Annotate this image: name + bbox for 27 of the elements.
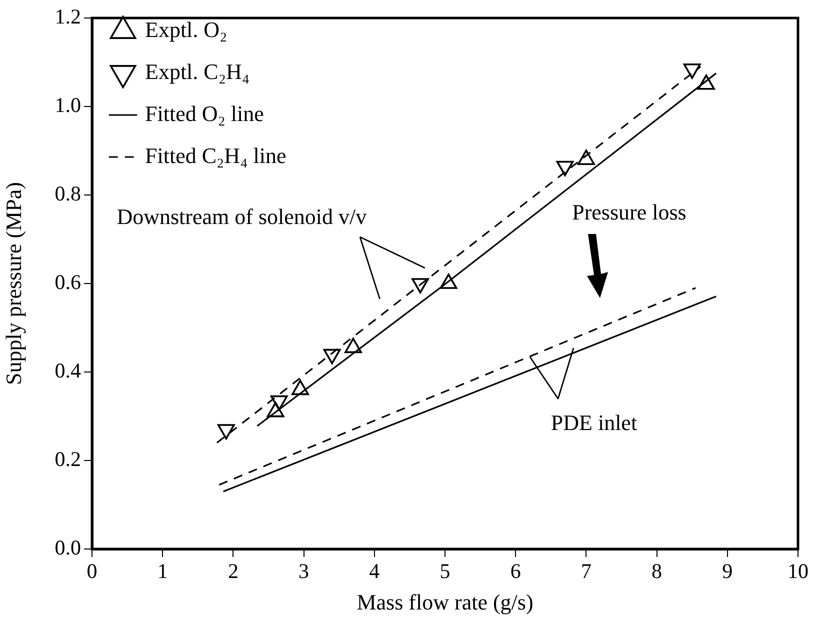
x-tick-label: 7: [580, 559, 592, 584]
x-tick-label: 10: [788, 559, 808, 584]
annotation: Downstream of solenoid v/v: [116, 204, 367, 229]
y-tick-label: 1.0: [54, 93, 81, 118]
annotation: PDE inlet: [550, 410, 638, 435]
legend-label: Fitted O₂ line: [145, 100, 264, 126]
x-tick-label: 9: [722, 559, 733, 584]
x-tick-label: 4: [369, 559, 380, 584]
x-tick-label: 5: [440, 559, 450, 584]
x-tick-label: 0: [86, 559, 98, 584]
y-tick-label: 0.4: [54, 358, 82, 383]
legend-label: Exptl. O₂: [145, 16, 228, 42]
legend-label: Exptl. C₂H₄: [145, 58, 250, 84]
y-tick-label: 1.2: [54, 4, 81, 29]
x-tick-label: 8: [652, 559, 662, 584]
x-tick-label: 6: [510, 559, 521, 584]
y-axis-title: Supply pressure (MPa): [0, 182, 26, 385]
x-axis-title: Mass flow rate (g/s): [356, 590, 534, 615]
y-tick-label: 0.6: [54, 270, 81, 294]
y-tick-label: 0.8: [54, 182, 81, 206]
annotation: Pressure loss: [572, 199, 686, 224]
x-tick-label: 2: [228, 559, 238, 584]
y-tick-label: 0.0: [54, 536, 81, 560]
x-tick-label: 1: [157, 559, 168, 584]
x-tick-label: 3: [298, 559, 310, 584]
legend-label: Fitted C₂H₄ line: [145, 142, 286, 168]
y-tick-label: 0.2: [54, 447, 81, 472]
